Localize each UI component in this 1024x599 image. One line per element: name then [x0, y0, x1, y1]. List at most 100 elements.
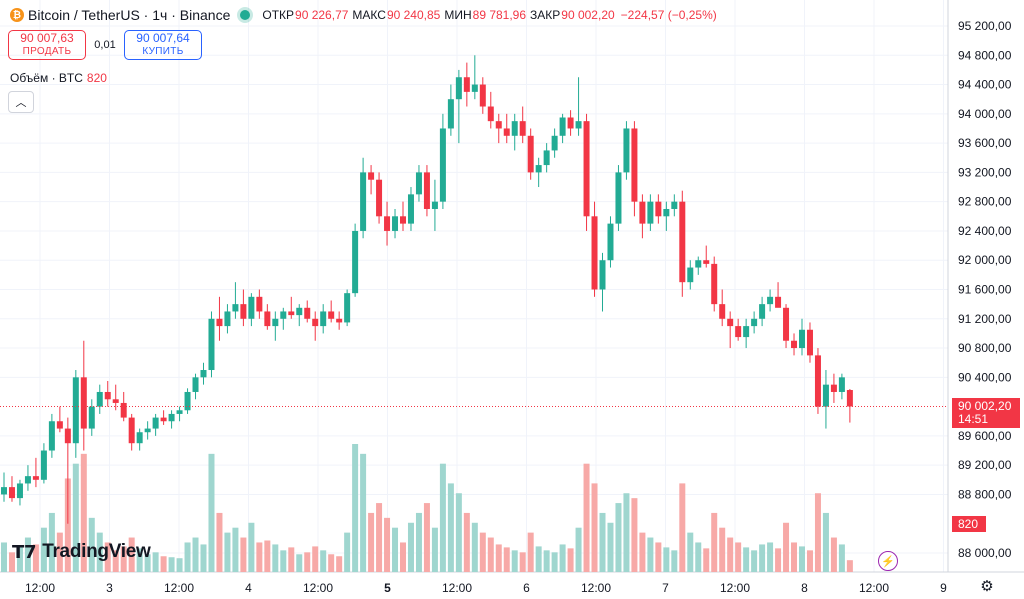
x-tick-label: 12:00	[442, 581, 472, 595]
candle-body	[783, 307, 790, 341]
volume-bar	[806, 550, 813, 572]
candle-body	[846, 390, 853, 407]
candle-body	[368, 172, 375, 180]
volume-bar	[184, 542, 191, 572]
low-label: МИН	[444, 8, 472, 22]
candle-body	[272, 318, 279, 327]
candle-body	[799, 329, 805, 349]
candle-body	[663, 208, 670, 217]
buy-label: КУПИТЬ	[142, 46, 184, 57]
candle-body	[822, 384, 829, 407]
sell-button[interactable]: 90 007,63 ПРОДАТЬ	[8, 30, 86, 60]
candle-body	[775, 296, 782, 308]
buy-button[interactable]: 90 007,64 КУПИТЬ	[124, 30, 202, 60]
y-tick-label: 92 400,00	[958, 224, 1012, 238]
volume-bar	[272, 544, 279, 572]
symbol-title[interactable]: Bitcoin / TetherUS · 1ч · Binance	[28, 7, 231, 23]
candle-body	[312, 318, 319, 327]
candle-body	[224, 311, 231, 327]
volume-axis-label: 820	[952, 516, 986, 532]
candle-body	[120, 402, 127, 418]
candle-body	[200, 370, 207, 378]
y-tick-label: 94 000,00	[958, 107, 1012, 121]
candle-body	[160, 417, 167, 422]
volume-legend-label: Объём · BTC	[10, 71, 83, 85]
candle-body	[735, 326, 742, 338]
volume-bar	[208, 453, 215, 572]
volume-bar	[360, 453, 367, 572]
candle-body	[328, 311, 335, 319]
volume-bar	[288, 547, 295, 572]
candle-body	[487, 106, 494, 122]
volume-bar	[551, 552, 558, 572]
volume-bar	[822, 512, 829, 572]
candle-body	[407, 194, 414, 224]
volume-bar	[599, 512, 606, 572]
volume-bar	[783, 522, 790, 572]
candle-body	[655, 201, 662, 217]
x-tick-label: 12:00	[303, 581, 333, 595]
candle-body	[256, 296, 263, 312]
volume-bar	[463, 512, 470, 572]
candle-body	[24, 476, 31, 484]
volume-legend[interactable]: Объём · BTC 820	[10, 71, 107, 85]
volume-bar	[799, 546, 805, 572]
candle-body	[288, 311, 295, 316]
volume-bar	[751, 550, 758, 572]
gear-icon[interactable]: ⚙	[980, 578, 994, 595]
volume-bar	[296, 554, 303, 572]
candle-body	[615, 172, 622, 224]
volume-bar	[791, 542, 798, 572]
y-tick-label: 90 800,00	[958, 341, 1012, 355]
y-tick-label: 93 600,00	[958, 136, 1012, 150]
candle-body	[567, 117, 574, 129]
volume-bar	[583, 463, 590, 572]
y-tick-label: 95 200,00	[958, 19, 1012, 33]
lightning-icon[interactable]: ⚡	[878, 551, 898, 571]
candle-body	[72, 377, 79, 444]
candle-body	[352, 230, 359, 294]
candle-body	[575, 121, 582, 129]
sell-price: 90 007,63	[20, 31, 74, 45]
candle-body	[447, 99, 454, 129]
volume-bar	[575, 527, 582, 572]
volume-bar	[623, 493, 630, 572]
high-label: МАКС	[352, 8, 386, 22]
candle-body	[703, 260, 710, 264]
candle-body	[623, 128, 630, 173]
volume-bar	[487, 537, 494, 572]
candle-body	[40, 450, 47, 480]
candle-body	[511, 121, 518, 136]
candle-body	[695, 260, 702, 268]
tradingview-logo[interactable]: 𝗧𝟳 TradingView	[12, 541, 151, 563]
candle-body	[479, 84, 486, 107]
y-tick-label: 91 200,00	[958, 312, 1012, 326]
candle-body	[535, 165, 542, 173]
volume-bar	[767, 542, 774, 572]
volume-bar	[120, 546, 127, 572]
candle-body	[759, 304, 766, 319]
volume-bar	[471, 522, 478, 572]
candle-body	[152, 417, 159, 429]
volume-bar	[400, 542, 406, 572]
candle-body	[806, 329, 813, 356]
spread-value: 0,01	[94, 39, 116, 51]
candle-body	[711, 263, 718, 305]
candle-body	[743, 326, 750, 338]
volume-bar	[24, 537, 31, 572]
x-tick-label: 4	[245, 581, 252, 595]
collapse-legend-button[interactable]: ︿	[8, 91, 34, 113]
volume-bar	[344, 532, 351, 572]
tradingview-logo-text: TradingView	[42, 541, 151, 562]
candle-body	[791, 340, 798, 349]
x-tick-label: 3	[106, 581, 113, 595]
y-tick-label: 93 200,00	[958, 165, 1012, 179]
candle-body	[56, 421, 63, 429]
volume-bar	[240, 537, 247, 572]
x-tick-label: 9	[940, 581, 947, 595]
volume-bar	[735, 542, 742, 572]
volume-bar	[384, 517, 391, 572]
high-value: 90 240,85	[386, 8, 441, 22]
volume-bar	[719, 527, 726, 572]
